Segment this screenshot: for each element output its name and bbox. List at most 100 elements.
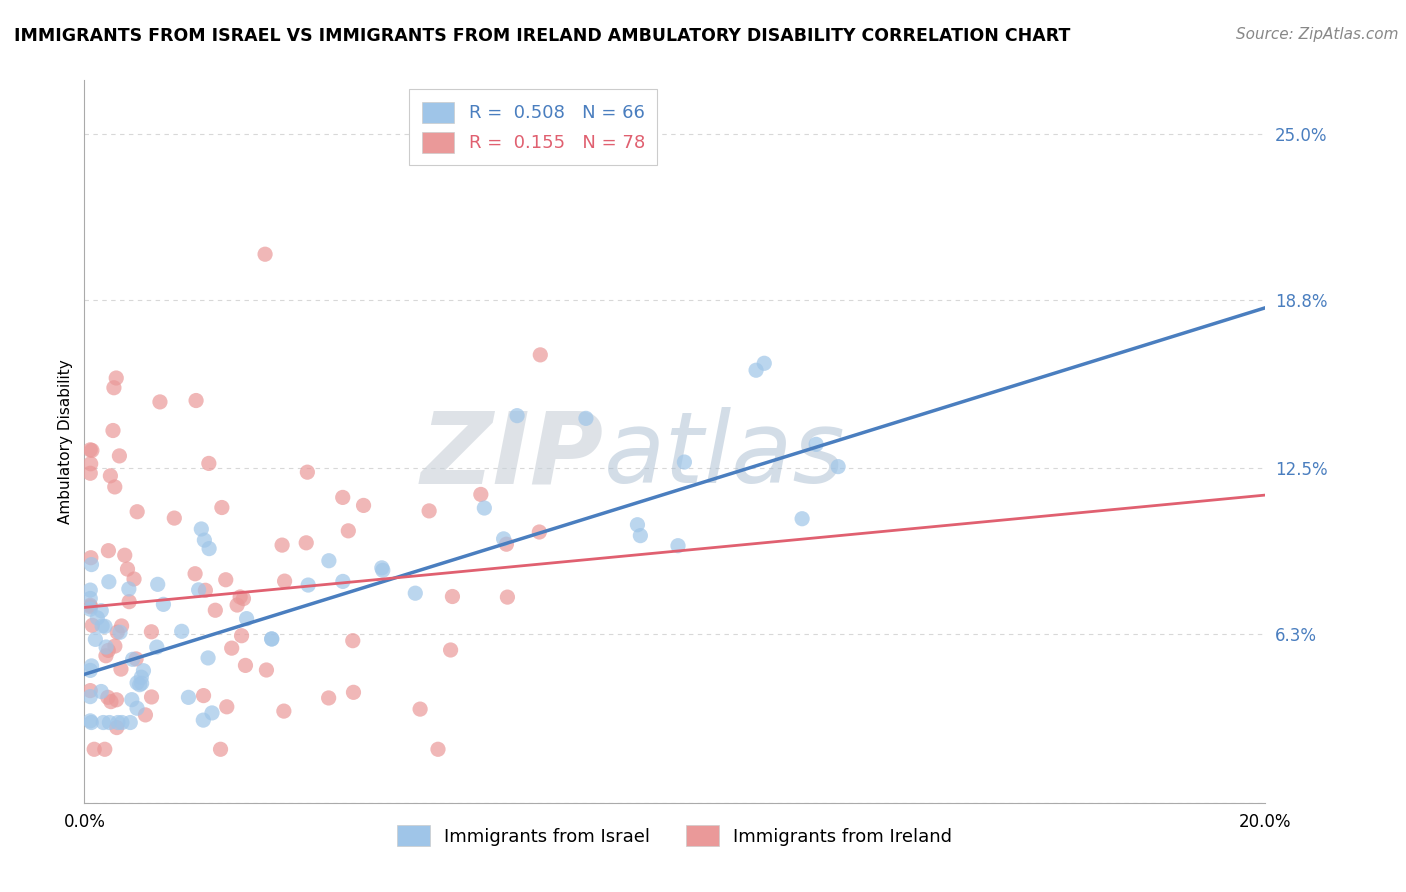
Point [254, 247, 277, 261]
Point [146, 640, 169, 654]
Point [141, 624, 163, 639]
Point [353, 499, 375, 513]
Text: ZIP: ZIP [420, 408, 605, 505]
Point [86, 611, 108, 625]
Point [470, 487, 492, 501]
Point [108, 625, 131, 640]
Point [318, 690, 340, 705]
Point [98, 715, 121, 730]
Point [125, 701, 148, 715]
Point [127, 505, 149, 519]
Point [108, 449, 131, 463]
Point [204, 603, 226, 617]
Point [626, 517, 648, 532]
Point [273, 574, 295, 588]
Point [97, 690, 120, 705]
Point [439, 643, 461, 657]
Point [495, 537, 517, 551]
Point [114, 548, 136, 562]
Point [177, 690, 200, 705]
Point [297, 465, 319, 479]
Point [575, 411, 598, 425]
Point [118, 582, 141, 596]
Point [121, 652, 143, 666]
Point [79, 664, 101, 678]
Point [193, 689, 215, 703]
Point [105, 371, 128, 385]
Point [371, 561, 394, 575]
Point [79, 591, 101, 606]
Point [132, 664, 155, 678]
Point [125, 652, 148, 666]
Point [94, 742, 117, 756]
Point [79, 714, 101, 728]
Point [104, 480, 127, 494]
Point [80, 443, 103, 458]
Point [211, 500, 233, 515]
Point [295, 536, 318, 550]
Point [146, 577, 169, 591]
Point [194, 583, 217, 598]
Text: Source: ZipAtlas.com: Source: ZipAtlas.com [1236, 27, 1399, 42]
Point [496, 590, 519, 604]
Point [332, 491, 354, 505]
Point [337, 524, 360, 538]
Point [260, 632, 283, 646]
Point [93, 715, 115, 730]
Point [100, 695, 122, 709]
Point [122, 572, 145, 586]
Point [79, 467, 101, 481]
Point [111, 715, 134, 730]
Point [82, 618, 104, 632]
Point [221, 641, 243, 656]
Point [342, 685, 364, 699]
Point [97, 574, 120, 589]
Point [197, 651, 219, 665]
Point [79, 683, 101, 698]
Point [105, 625, 128, 640]
Point [193, 533, 215, 548]
Point [100, 468, 122, 483]
Point [198, 541, 221, 556]
Point [80, 550, 103, 565]
Point [90, 604, 112, 618]
Point [441, 590, 464, 604]
Text: IMMIGRANTS FROM ISRAEL VS IMMIGRANTS FROM IRELAND AMBULATORY DISABILITY CORRELAT: IMMIGRANTS FROM ISRAEL VS IMMIGRANTS FRO… [14, 27, 1070, 45]
Point [529, 348, 551, 362]
Point [97, 643, 120, 657]
Legend: Immigrants from Israel, Immigrants from Ireland: Immigrants from Israel, Immigrants from … [385, 813, 965, 859]
Point [827, 459, 849, 474]
Point [231, 629, 253, 643]
Point [131, 676, 153, 690]
Point [80, 659, 103, 673]
Point [149, 395, 172, 409]
Point [127, 676, 149, 690]
Point [79, 599, 101, 614]
Point [506, 409, 529, 423]
Point [129, 670, 152, 684]
Point [91, 619, 114, 633]
Point [472, 501, 495, 516]
Point [141, 690, 163, 704]
Point [118, 595, 141, 609]
Point [790, 512, 813, 526]
Point [804, 437, 827, 451]
Point [79, 599, 101, 613]
Point [84, 632, 107, 647]
Point [110, 662, 132, 676]
Point [198, 457, 221, 471]
Point [94, 648, 117, 663]
Point [418, 504, 440, 518]
Point [229, 590, 252, 604]
Point [105, 693, 128, 707]
Point [273, 704, 295, 718]
Point [271, 538, 294, 552]
Point [94, 619, 117, 633]
Point [152, 598, 174, 612]
Point [529, 524, 551, 539]
Y-axis label: Ambulatory Disability: Ambulatory Disability [58, 359, 73, 524]
Point [163, 511, 186, 525]
Point [83, 742, 105, 756]
Point [332, 574, 354, 589]
Point [184, 393, 207, 408]
